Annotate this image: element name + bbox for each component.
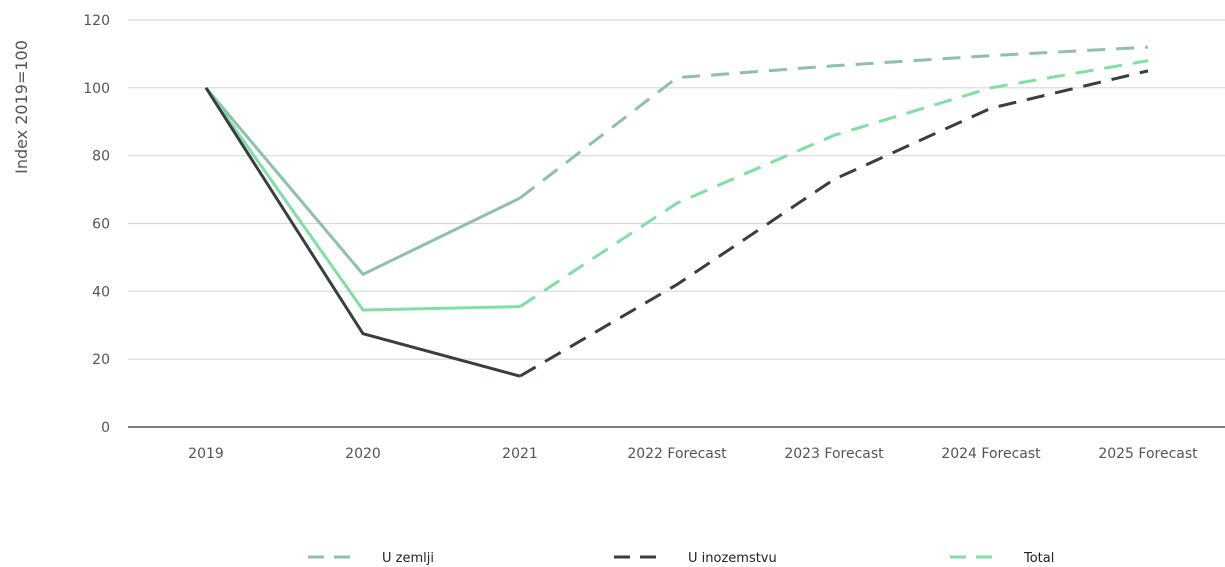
y-axis-ticks: 0 20 40 60 80 100 120 bbox=[83, 13, 110, 436]
series-line-actual bbox=[204, 87, 521, 378]
x-tick-label: 2023 Forecast bbox=[784, 446, 884, 462]
y-tick-label: 60 bbox=[92, 217, 110, 233]
legend-label: U zemlji bbox=[382, 551, 434, 566]
legend-label: U inozemstvu bbox=[688, 551, 777, 566]
x-tick-label: 2024 Forecast bbox=[941, 446, 1041, 462]
series-line-forecast bbox=[519, 59, 1149, 308]
y-tick-label: 20 bbox=[92, 352, 110, 368]
series-line-forecast bbox=[519, 45, 1149, 200]
series-lines bbox=[204, 45, 1149, 378]
series-line-actual bbox=[204, 86, 521, 312]
x-tick-label: 2021 bbox=[502, 446, 538, 462]
series-line-actual bbox=[204, 86, 521, 276]
x-tick-label: 2020 bbox=[345, 446, 381, 462]
x-tick-label: 2022 Forecast bbox=[627, 446, 727, 462]
y-axis-label: Index 2019=100 bbox=[12, 40, 31, 174]
y-tick-label: 120 bbox=[83, 13, 110, 29]
y-tick-label: 80 bbox=[92, 149, 110, 165]
y-tick-label: 100 bbox=[83, 81, 110, 97]
y-tick-label: 40 bbox=[92, 284, 110, 300]
grid-lines bbox=[128, 19, 1225, 360]
x-axis-ticks: 2019 2020 2021 2022 Forecast 2023 Forecast 20… bbox=[188, 446, 1198, 462]
legend-label: Total bbox=[1023, 551, 1054, 566]
x-tick-label: 2025 Forecast bbox=[1098, 446, 1198, 462]
x-tick-label: 2019 bbox=[188, 446, 224, 462]
y-tick-label: 0 bbox=[101, 420, 110, 436]
series-line-forecast bbox=[519, 69, 1149, 378]
legend: U zemlji U inozemstvu Total bbox=[308, 551, 1054, 566]
